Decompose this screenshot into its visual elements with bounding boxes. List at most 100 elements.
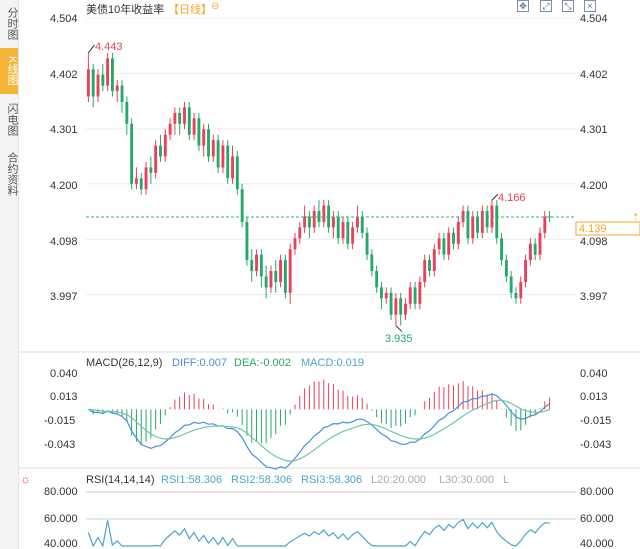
y-tick-label: 4.301	[50, 124, 78, 136]
candle-body	[538, 232, 542, 255]
candle-body	[346, 221, 350, 244]
candle-body	[288, 249, 292, 293]
candle-body	[211, 140, 215, 157]
candle-body	[106, 58, 110, 86]
macd-y-tick-label-right: -0.015	[580, 415, 611, 427]
tab-kline[interactable]: K线图	[0, 48, 18, 94]
macd-y-tick-label: 0.040	[50, 368, 78, 380]
y-tick-label: 4.098	[50, 236, 78, 248]
candle-body	[274, 271, 278, 282]
candle-body	[312, 211, 316, 228]
candle-body	[159, 145, 162, 157]
sun-icon[interactable]: ☼	[20, 472, 31, 486]
candle-body	[245, 221, 249, 261]
rsi-y-tick-label-right: 40.000	[580, 538, 614, 549]
close-icon[interactable]: ×	[584, 0, 596, 12]
candle-body	[442, 238, 446, 255]
candle-body	[408, 287, 412, 304]
candle-body	[178, 112, 182, 124]
macd-dea-label: DEA:-0.002	[234, 357, 291, 369]
candle-body	[110, 58, 114, 92]
candle-body	[423, 260, 427, 282]
y-tick-label: 4.504	[50, 13, 78, 25]
candlestick-series	[86, 44, 576, 332]
candle-body	[269, 271, 273, 288]
fullscreen-icon[interactable]: ✥	[517, 0, 529, 12]
candle-body	[163, 134, 167, 157]
candle-body	[360, 216, 364, 233]
candle-body	[413, 287, 417, 304]
y-tick-label: 4.402	[50, 69, 78, 81]
macd-dea-line	[88, 399, 550, 462]
candle-body	[365, 232, 369, 255]
candle-body	[130, 123, 134, 184]
rsi-y-tick-label: 60.000	[44, 513, 78, 525]
last-price-marker-icon: ⇡	[632, 212, 640, 222]
candle-body	[331, 216, 335, 228]
candle-body	[120, 85, 124, 102]
candle-body	[307, 216, 311, 228]
macd-value-label: MACD:0.019	[301, 357, 364, 369]
candle-body	[480, 211, 484, 233]
macd-y-tick-label-right: 0.040	[580, 368, 608, 380]
candle-body	[322, 205, 326, 222]
l-label: L	[503, 474, 509, 486]
recent-high-pointer	[491, 193, 499, 201]
y-tick-label: 4.200	[50, 180, 78, 192]
candle-body	[380, 287, 383, 299]
candle-body	[144, 167, 148, 190]
expand-icon[interactable]: ⤢	[540, 0, 552, 12]
candle-body	[135, 178, 138, 184]
rsi-series	[86, 491, 576, 548]
candle-body	[91, 69, 95, 97]
candle-body	[149, 167, 153, 173]
rsi-y-tick-label: 40.000	[44, 538, 78, 549]
candle-body	[202, 129, 206, 146]
candle-body	[283, 260, 287, 293]
candle-body	[115, 85, 119, 92]
rsi3-label: RSI3:58.306	[301, 474, 362, 486]
gear-icon[interactable]: ⊖	[211, 1, 220, 12]
rsi-y-tick-label-right: 80.000	[580, 486, 614, 498]
rsi2-label: RSI2:58.306	[231, 474, 292, 486]
candle-body	[101, 74, 105, 86]
candle-body	[154, 145, 158, 173]
rsi-line	[87, 518, 550, 548]
candle-body	[404, 303, 407, 315]
candle-body	[524, 260, 528, 282]
y-tick-label-right: 4.504	[580, 13, 608, 25]
macd-indicator-label: MACD(26,12,9)	[86, 357, 162, 369]
low-annotation: 3.935	[385, 333, 413, 345]
candle-body	[490, 205, 494, 228]
tab-flash-chart[interactable]: 闪电图	[6, 102, 18, 136]
y-tick-label-right: 4.301	[580, 124, 608, 136]
candle-body	[235, 156, 239, 190]
y-tick-label-right: 3.997	[580, 291, 608, 303]
period-selector[interactable]: 【日线】	[168, 4, 212, 16]
tab-time-share[interactable]: 分时图	[6, 6, 18, 40]
macd-y-tick-label-right: -0.043	[580, 439, 611, 451]
macd-diff-label: DIFF:0.007	[172, 357, 227, 369]
candle-body	[336, 216, 340, 239]
l30-label: L30:30.000	[439, 474, 494, 486]
candle-body	[519, 281, 523, 299]
candle-body	[476, 216, 479, 233]
candle-body	[240, 189, 244, 222]
tab-contract-info[interactable]: 合约资料	[6, 152, 18, 196]
candle-body	[543, 216, 547, 233]
macd-diff-line	[88, 393, 550, 470]
candle-body	[370, 254, 374, 272]
candle-body	[231, 156, 234, 179]
candle-body	[456, 221, 460, 244]
candle-body	[279, 260, 283, 282]
candle-body	[317, 211, 321, 222]
candle-body	[264, 276, 268, 288]
macd-y-tick-label: -0.043	[44, 439, 75, 451]
high-pointer	[88, 44, 95, 54]
rsi1-label: RSI1:58.306	[161, 474, 222, 486]
candle-body	[504, 260, 508, 277]
candle-body	[216, 140, 220, 168]
chart-title: 美债10年收益率	[86, 4, 165, 16]
shrink-icon[interactable]: ⤡	[562, 0, 574, 12]
